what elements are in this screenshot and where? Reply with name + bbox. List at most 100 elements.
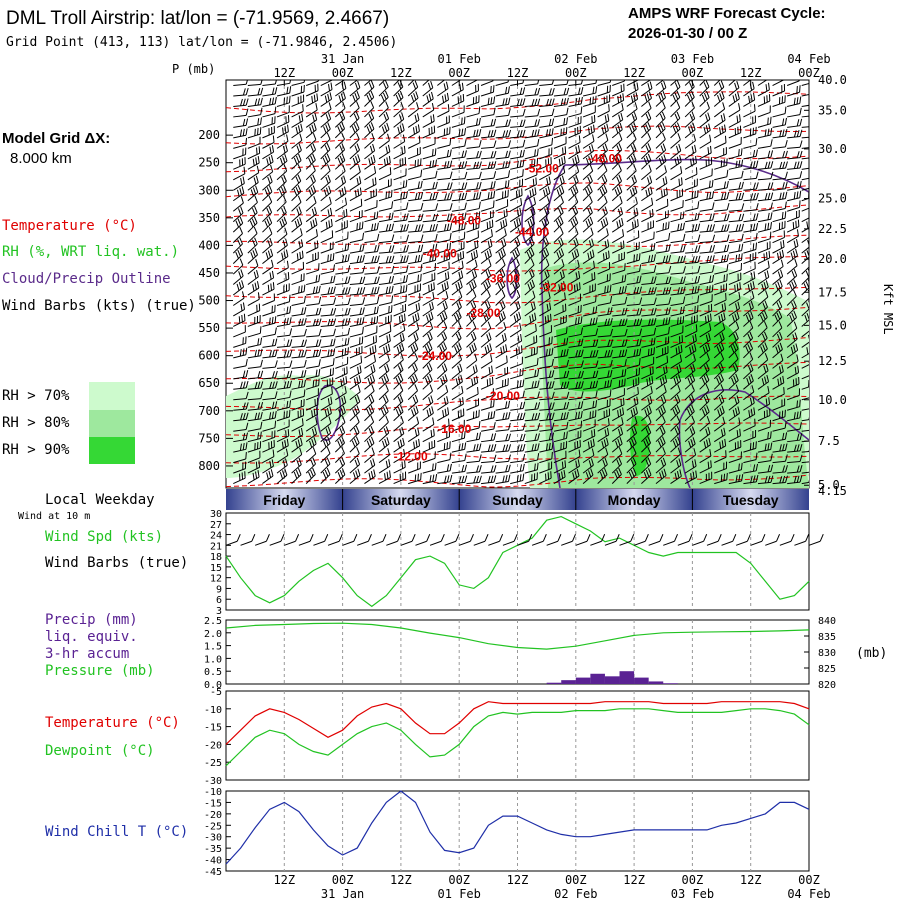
wind-barb-staff: [422, 220, 436, 223]
wind-barb-flag: [286, 260, 289, 268]
wind-barb-flag: [415, 304, 418, 312]
wind-barb: [407, 363, 418, 380]
wind-barb-flag: [395, 94, 400, 102]
wind-barb: [349, 297, 366, 306]
wind-barb-flag: [345, 376, 348, 384]
wind-barb-staff: [291, 139, 303, 149]
wind-barb-flag: [406, 234, 410, 242]
wind-barb-flag: [428, 352, 433, 360]
wind-barb-staff: [349, 371, 362, 380]
wind-barb-flag: [264, 189, 269, 196]
wind-barb-flag: [341, 132, 345, 140]
wind-barb: [349, 355, 363, 369]
wind-barb-staff: [262, 181, 273, 191]
wind-barb-flag: [301, 250, 304, 258]
wind-barb-flag: [252, 239, 256, 247]
wind-barb-flag: [370, 156, 374, 164]
wind-barb: [364, 211, 379, 223]
wind-barb: [247, 326, 262, 338]
wind-barb-staff: [247, 298, 260, 306]
wind-barb-flag: [444, 374, 448, 382]
wind-barb-flag: [388, 212, 391, 220]
wind-barb-staff: [320, 303, 334, 307]
wind-barb: [262, 227, 273, 244]
wind-barb-staff: [306, 292, 320, 296]
wind-barb-flag: [414, 342, 419, 350]
wind-barb-flag: [362, 243, 365, 252]
wind-barb: [378, 324, 392, 338]
wind-barb-flag: [283, 164, 288, 172]
wind-barb-flag: [318, 349, 322, 357]
wind-barb-staff: [247, 398, 261, 401]
wind-barb-staff: [276, 267, 289, 275]
wind-barb-flag: [399, 125, 403, 133]
wind-barb: [393, 303, 407, 317]
wind-barb-staff: [349, 282, 363, 286]
wind-barb-staff: [262, 407, 276, 411]
wind-barb-flag: [245, 137, 248, 145]
wind-barb-staff: [422, 269, 436, 275]
wind-barb-flag: [357, 154, 361, 162]
wind-barb: [276, 115, 290, 128]
wind-barb-flag: [328, 416, 332, 424]
wind-barb-flag: [341, 143, 346, 150]
wind-barb-flag: [431, 301, 434, 309]
wind-barb-flag: [342, 415, 346, 423]
wind-barb-staff: [232, 264, 244, 275]
wind-barb: [378, 189, 393, 202]
wind-barb-staff: [335, 226, 348, 233]
wind-barb-flag: [341, 255, 345, 263]
wind-barb-flag: [315, 379, 317, 387]
wind-barb: [276, 249, 289, 265]
wind-barb-flag: [274, 349, 278, 357]
wind-barb-flag: [264, 220, 269, 228]
wind-barb-staff: [378, 240, 393, 244]
wind-barb-flag: [353, 427, 358, 435]
wind-barb: [276, 206, 287, 223]
wind-barb-flag: [315, 308, 319, 316]
wind-barb-staff: [233, 365, 247, 369]
wind-barb-flag: [282, 145, 286, 153]
wind-barb: [335, 197, 348, 212]
wind-barb-flag: [391, 223, 395, 231]
wind-barb: [378, 334, 391, 348]
wind-barb: [364, 354, 377, 369]
wind-barb-flag: [382, 92, 387, 100]
wind-barb-staff: [407, 348, 419, 359]
wind-barb-staff: [422, 188, 436, 191]
wind-barb-staff: [393, 107, 404, 118]
wind-barb: [407, 302, 421, 317]
wind-barb-flag: [426, 365, 431, 372]
wind-barb-staff: [247, 355, 261, 359]
wind-barb-flag: [371, 287, 374, 295]
wind-barb: [262, 370, 278, 380]
wind-barb-flag: [283, 206, 287, 213]
wind-barb-staff: [233, 342, 246, 348]
wind-barb: [276, 306, 292, 317]
wind-barb-staff: [262, 277, 274, 285]
wind-barb-staff: [320, 383, 333, 390]
wind-barb: [291, 369, 307, 380]
wind-barb-flag: [313, 437, 317, 444]
wind-barb-flag: [316, 407, 319, 415]
wind-barb: [276, 260, 289, 275]
wind-barb-staff: [320, 214, 333, 223]
wind-barb-staff: [422, 120, 435, 128]
wind-barb-flag: [403, 323, 406, 331]
wind-barb-flag: [506, 208, 508, 216]
wind-barb-staff: [334, 118, 346, 128]
wind-barb-staff: [262, 83, 276, 87]
wind-barb: [291, 427, 304, 443]
wind-barb-flag: [299, 251, 302, 259]
wind-barb: [335, 254, 350, 265]
wind-barb-flag: [347, 307, 351, 315]
wind-barb: [408, 254, 423, 265]
wind-barb-staff: [407, 379, 418, 390]
wind-barb-staff: [335, 97, 346, 107]
wind-barb-flag: [401, 314, 404, 322]
wind-barb: [437, 203, 453, 212]
wind-barb-flag: [414, 80, 419, 88]
wind-barb-flag: [333, 318, 337, 326]
wind-barb-flag: [270, 259, 274, 267]
wind-barb-flag: [435, 223, 438, 231]
